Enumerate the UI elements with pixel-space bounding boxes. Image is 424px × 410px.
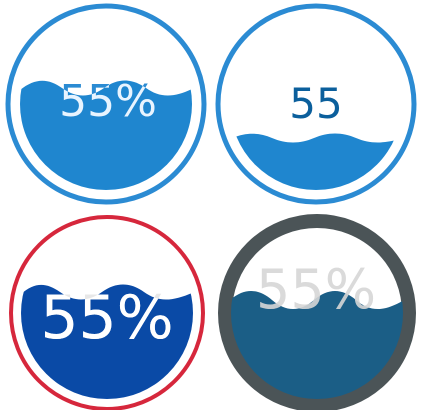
gauge-4-ring [218, 214, 416, 410]
gauge-1-wave-fill [20, 80, 192, 190]
gauge-2-ring [215, 3, 417, 205]
gauge-4: 55% [218, 214, 416, 410]
gauge-3: 55% 55% [9, 215, 205, 410]
gauge-4-value-label: 55% [256, 258, 376, 321]
gauge-1-ring [5, 3, 207, 205]
gauge-3-value-label: 55% [40, 283, 173, 353]
gauge-4-wave-fill [231, 291, 403, 399]
gauge-3-ring [9, 215, 205, 410]
gauge-1: 55% 55% [5, 3, 207, 205]
gauge-2-value-label: 55 [289, 79, 342, 128]
gauge-1-value-label: 55% [59, 76, 157, 127]
gauge-2: 55 [215, 3, 417, 205]
gauge-3-wave-fill [21, 284, 193, 399]
gauge-2-wave-fill [230, 133, 402, 190]
